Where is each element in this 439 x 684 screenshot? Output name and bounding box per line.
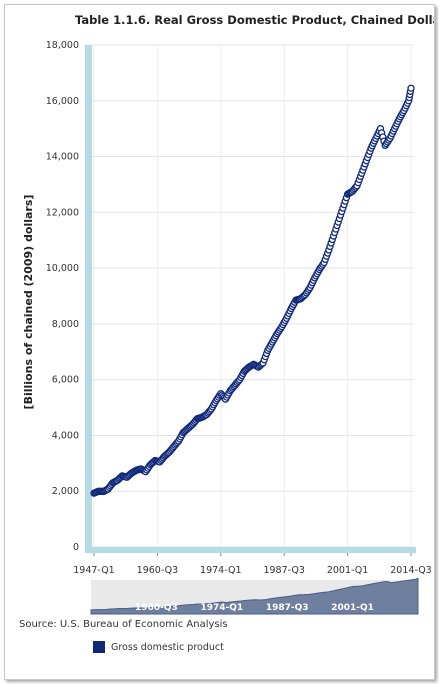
y-tick-label: 16,000 bbox=[46, 96, 79, 107]
y-tick-label: 14,000 bbox=[46, 152, 79, 163]
x-tick-label: 2001-Q1 bbox=[327, 565, 368, 576]
y-tick-label: 6,000 bbox=[52, 375, 79, 386]
y-tick-label: 8,000 bbox=[52, 319, 79, 330]
x-axis-bar bbox=[85, 547, 416, 553]
navigator-tick-label: 1987-Q3 bbox=[266, 603, 309, 613]
y-tick-label: 4,000 bbox=[52, 430, 79, 441]
navigator-tick-label: 1974-Q1 bbox=[200, 603, 243, 613]
legend-label: Gross domestic product bbox=[111, 641, 224, 653]
y-axis-bar bbox=[85, 45, 92, 551]
chart-title: Table 1.1.6. Real Gross Domestic Product… bbox=[75, 13, 435, 27]
series-line bbox=[93, 88, 412, 494]
navigator-tick-label: 2001-Q1 bbox=[331, 603, 374, 613]
x-tick-label: 2014-Q3 bbox=[390, 565, 431, 576]
x-tick-label: 1960-Q3 bbox=[137, 565, 178, 576]
y-tick-label: 18,000 bbox=[46, 40, 79, 51]
x-tick-label: 1987-Q3 bbox=[263, 565, 304, 576]
y-tick-label: 0 bbox=[73, 542, 79, 553]
data-point bbox=[407, 84, 415, 92]
y-tick-label: 2,000 bbox=[52, 486, 79, 497]
navigator-area bbox=[90, 577, 419, 615]
chart-frame: Table 1.1.6. Real Gross Domestic Product… bbox=[4, 4, 435, 680]
legend-swatch bbox=[93, 641, 105, 653]
y-tick-label: 12,000 bbox=[46, 207, 79, 218]
navigator-tick-label: 1960-Q3 bbox=[135, 603, 178, 613]
legend[interactable]: Gross domestic product bbox=[93, 641, 224, 653]
x-tick-label: 1974-Q1 bbox=[200, 565, 241, 576]
chart-svg: 0 2,000 4,000 6,000 8,000 10,000 12,000 14,000 1… bbox=[22, 40, 432, 615]
y-axis-label: [Billions of chained (2009) dollars] bbox=[22, 195, 35, 410]
y-tick-label: 10,000 bbox=[46, 263, 79, 274]
source-note: Source: U.S. Bureau of Economic Analysis bbox=[19, 619, 228, 630]
x-tick-label: 1947-Q1 bbox=[73, 565, 114, 576]
